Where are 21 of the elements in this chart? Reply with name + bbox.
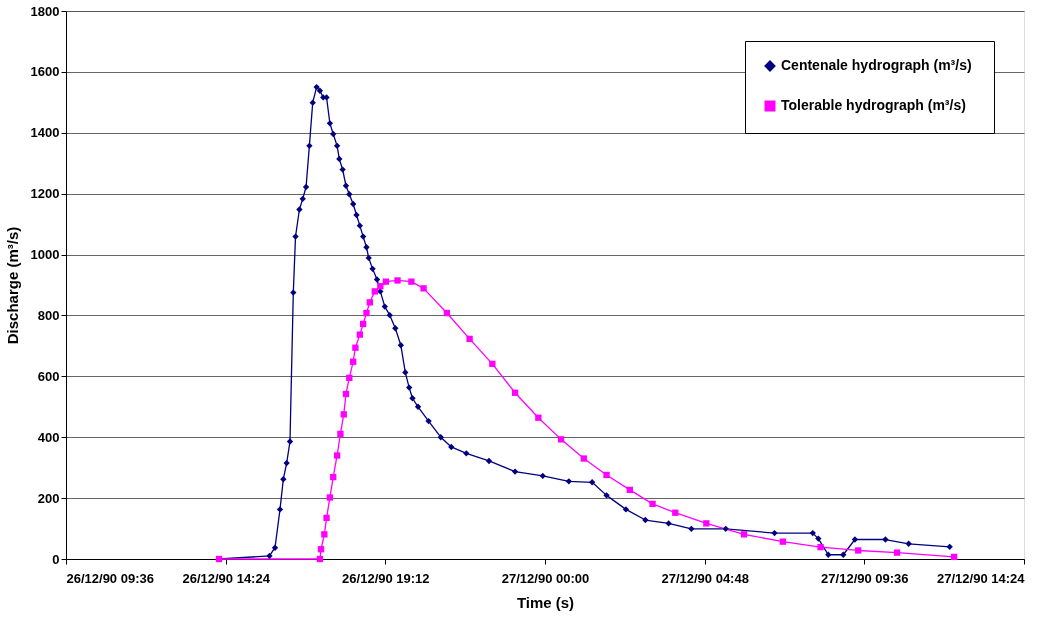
y-tick-label: 1200 (30, 186, 60, 202)
x-tick-label: 26/12/90 09:36 (66, 570, 154, 586)
y-axis-title: Discharge (m³/s) (3, 226, 21, 345)
legend-label: Centenale hydrograph (m³/s) (781, 57, 972, 73)
x-tick-label: 26/12/90 19:12 (342, 570, 430, 586)
legend-label: Tolerable hydrograph (m³/s) (781, 97, 966, 113)
x-tick-label: 27/12/90 14:24 (937, 570, 1026, 586)
y-tick-label: 200 (37, 490, 60, 506)
y-tick-label: 1400 (30, 125, 60, 141)
y-tick-label: 400 (37, 429, 60, 445)
y-tick-label: 800 (37, 307, 60, 323)
y-tick-label: 1600 (30, 64, 60, 80)
x-axis-title: Time (s) (516, 593, 575, 611)
x-tick-label: 27/12/90 00:00 (501, 570, 590, 586)
x-tick-label: 27/12/90 04:48 (661, 570, 749, 586)
y-tick-label: 1800 (30, 3, 60, 19)
y-tick-label: 0 (52, 551, 60, 567)
y-tick-label: 600 (37, 368, 60, 384)
x-tick-label: 26/12/90 14:24 (182, 570, 271, 586)
x-tick-label: 27/12/90 09:36 (821, 570, 909, 586)
y-tick-label: 1000 (30, 247, 60, 263)
